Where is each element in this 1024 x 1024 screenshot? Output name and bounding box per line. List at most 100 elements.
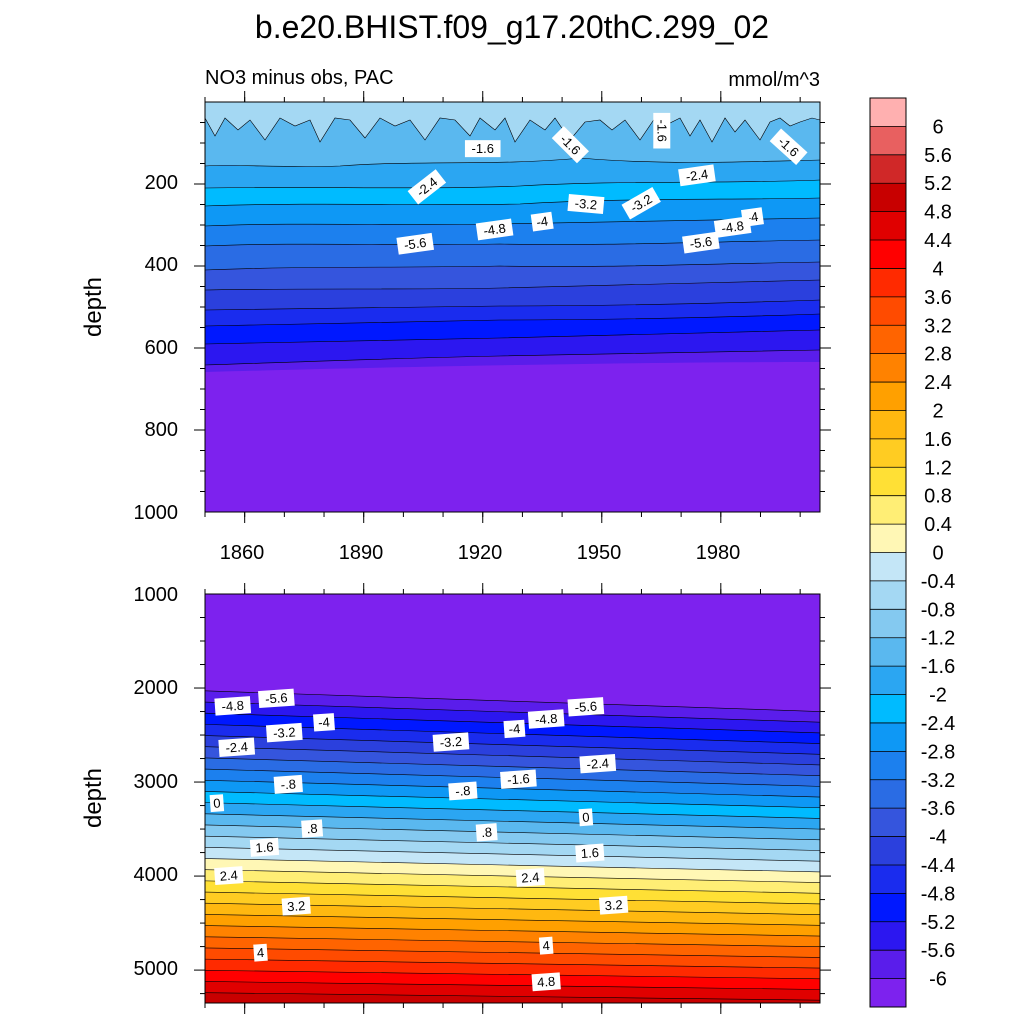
- top-ticks: [194, 91, 831, 523]
- contour-band: [205, 892, 820, 915]
- colorbar-label: 4.4: [924, 230, 952, 252]
- ytick-600: 600: [145, 337, 178, 359]
- contour-label-box: [448, 781, 478, 801]
- contour-band: [205, 802, 820, 830]
- contour-line: [205, 947, 820, 958]
- contour-line: [205, 925, 820, 937]
- contour-label: -2.4: [218, 737, 256, 757]
- colorbar-label: 1.6: [924, 429, 952, 451]
- colorbar-swatch: [870, 268, 906, 298]
- contour-line: [205, 970, 820, 980]
- colorbar-swatch: [870, 666, 906, 695]
- contour-label-box: [769, 128, 808, 165]
- colorbar-label: -3.6: [921, 798, 955, 820]
- contour-line: [205, 701, 820, 723]
- contour-band: [205, 735, 820, 765]
- colorbar-label: 2: [932, 400, 943, 422]
- contour-line: [205, 1004, 820, 1011]
- contour-band: [205, 880, 820, 904]
- contour-label: -3.2: [265, 722, 303, 743]
- colorbar-swatch: [870, 98, 906, 127]
- contour-label: 3.2: [598, 895, 629, 915]
- contour-label-box: [515, 867, 545, 887]
- contour-label: -5.6: [258, 688, 295, 709]
- contour-label: 1.6: [575, 843, 605, 863]
- contour-label-text: 1.6: [255, 839, 274, 855]
- band-3p6: [205, 240, 820, 270]
- contour-band: [205, 824, 820, 851]
- contour-label: 4.8: [531, 972, 561, 992]
- contour-line: [205, 958, 820, 969]
- units-string: mmol/m^3: [728, 69, 820, 91]
- contour-line: [205, 936, 820, 948]
- contour-label: -2.4: [678, 164, 716, 187]
- contour-label-text: -2.4: [225, 739, 248, 756]
- contour-band: [205, 847, 820, 872]
- contour-label-box: [531, 972, 561, 992]
- contour-label-box: [209, 794, 225, 813]
- contour-band: [205, 702, 820, 733]
- contour-label-box: [214, 866, 244, 886]
- contour-label: -4.8: [713, 216, 752, 238]
- colorbar-label: 6: [932, 116, 943, 138]
- contour-label-box: [214, 696, 252, 716]
- contour-label-box: [653, 112, 671, 149]
- contour-label-box: [538, 936, 554, 955]
- contour-label-text: -3.2: [574, 196, 598, 213]
- contour-label-box: [567, 193, 605, 215]
- ytick-b-5000: 5000: [134, 958, 179, 980]
- contour-label-box: [464, 140, 501, 158]
- bottom-panel-frame: [204, 593, 821, 1004]
- contour-label-box: [313, 713, 335, 732]
- contour-label: -1.6: [653, 112, 671, 149]
- contour-label-text: -1.6: [507, 771, 530, 788]
- contour-label: -3.2: [432, 732, 470, 752]
- band-6p0: [205, 350, 820, 372]
- contour-label-text: -4.8: [482, 220, 506, 238]
- colorbar-swatch: [870, 751, 906, 781]
- contour-label: .8: [475, 823, 498, 842]
- contour-label-box: [530, 211, 554, 232]
- colorbar-label: 4: [932, 258, 943, 280]
- colorbar-swatch: [870, 467, 906, 496]
- contour-band: [205, 746, 820, 776]
- colorbar-swatch: [870, 296, 906, 326]
- contour-label: -4: [530, 211, 554, 232]
- contour-label-box: [579, 753, 617, 774]
- bottom-contour-labels: -4.8 -5.6 -4 -3.2 -2.4 -4 -4.8 -5.6 -3.2 -2.4 -1.6…: [209, 688, 629, 992]
- colorbar-swatch: [870, 580, 906, 610]
- contour-band: [205, 791, 820, 819]
- contour-label-box: [253, 943, 268, 962]
- contour-band: [205, 869, 820, 894]
- ytick-b-2000: 2000: [134, 677, 179, 699]
- contour-label: -.8: [448, 781, 478, 801]
- contour-label-box: [567, 697, 605, 717]
- ytick-b-1000: 1000: [134, 584, 179, 606]
- xtick-1980: 1980: [696, 542, 741, 564]
- contour-line: [205, 802, 820, 819]
- colorbar-label: -1.2: [921, 628, 955, 650]
- contour-label-box: [265, 722, 303, 743]
- contour-label: -3.2: [621, 186, 661, 220]
- contour-band: [205, 947, 820, 969]
- band-2p0: [205, 158, 820, 188]
- colorbar-swatch: [870, 808, 906, 837]
- contour-label-text: 3.2: [604, 897, 623, 913]
- bottom-bands: [205, 690, 820, 1003]
- colorbar-swatch: [870, 609, 906, 639]
- contour-band: [205, 936, 820, 958]
- contour-line: [205, 757, 820, 776]
- band-4p8: [205, 300, 820, 326]
- colorbar-label: -5.6: [921, 940, 955, 962]
- colorbar-label: 2.4: [924, 372, 952, 394]
- bottom-ticks: [194, 583, 831, 1014]
- contour-label-box: [551, 126, 589, 164]
- contour-band: [205, 914, 820, 937]
- contour-label-text: -5.6: [574, 699, 597, 716]
- contour-band: [205, 903, 820, 926]
- contour-label: 4: [253, 943, 268, 962]
- colorbar-label: -4.4: [921, 855, 955, 877]
- contour-line: [205, 791, 820, 809]
- contour-label-text: 4: [542, 938, 550, 953]
- colorbar-swatch: [870, 552, 906, 582]
